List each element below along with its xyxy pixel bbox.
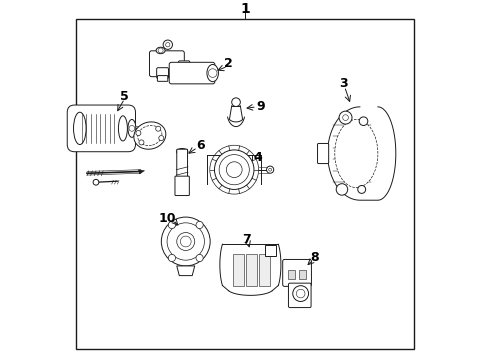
Circle shape [180, 236, 191, 247]
FancyBboxPatch shape [318, 144, 329, 163]
Bar [288, 270, 295, 279]
Polygon shape [177, 266, 195, 276]
Circle shape [156, 126, 161, 131]
Circle shape [358, 185, 366, 193]
Circle shape [136, 131, 141, 136]
Circle shape [163, 40, 172, 49]
Bar [233, 254, 244, 287]
Ellipse shape [138, 126, 162, 145]
Text: 8: 8 [311, 251, 319, 264]
Circle shape [359, 117, 368, 126]
Circle shape [167, 223, 204, 260]
Text: 1: 1 [240, 2, 250, 16]
Circle shape [226, 162, 242, 177]
FancyBboxPatch shape [178, 61, 190, 71]
Circle shape [161, 217, 210, 266]
FancyBboxPatch shape [157, 76, 168, 81]
Circle shape [177, 233, 195, 251]
Text: 6: 6 [196, 139, 204, 152]
Circle shape [158, 48, 163, 53]
FancyArrowPatch shape [139, 170, 145, 174]
Text: 9: 9 [257, 100, 266, 113]
Circle shape [168, 221, 175, 229]
FancyBboxPatch shape [177, 149, 188, 183]
Circle shape [336, 184, 348, 195]
Text: 2: 2 [224, 57, 233, 70]
FancyBboxPatch shape [283, 260, 312, 287]
Bar [299, 270, 306, 279]
Text: 3: 3 [340, 77, 348, 90]
Circle shape [93, 179, 99, 185]
Ellipse shape [128, 120, 136, 138]
Circle shape [139, 140, 144, 145]
Circle shape [267, 166, 274, 173]
Circle shape [269, 168, 271, 171]
Circle shape [208, 69, 217, 77]
Circle shape [166, 42, 170, 47]
Bar [246, 254, 257, 287]
Ellipse shape [176, 148, 188, 155]
Ellipse shape [74, 112, 86, 145]
Circle shape [219, 154, 249, 185]
Text: 10: 10 [159, 212, 176, 225]
Text: 5: 5 [121, 90, 129, 103]
Bar [259, 254, 270, 287]
Circle shape [196, 221, 203, 229]
Polygon shape [265, 245, 275, 256]
Circle shape [215, 150, 254, 189]
Circle shape [159, 136, 164, 141]
Ellipse shape [119, 116, 127, 141]
FancyBboxPatch shape [289, 283, 311, 307]
FancyBboxPatch shape [157, 68, 169, 78]
Circle shape [339, 111, 352, 124]
Circle shape [293, 286, 309, 301]
Text: 7: 7 [243, 233, 251, 246]
Circle shape [232, 98, 240, 107]
Circle shape [196, 255, 203, 262]
FancyBboxPatch shape [169, 62, 215, 84]
FancyBboxPatch shape [149, 51, 184, 77]
Text: 4: 4 [253, 150, 262, 163]
Circle shape [168, 255, 175, 262]
FancyBboxPatch shape [67, 105, 135, 152]
Circle shape [129, 126, 135, 131]
Ellipse shape [156, 47, 165, 54]
Ellipse shape [335, 120, 378, 188]
Circle shape [343, 115, 348, 121]
Circle shape [296, 289, 305, 298]
Ellipse shape [134, 122, 166, 149]
FancyBboxPatch shape [175, 176, 189, 195]
Ellipse shape [207, 64, 219, 82]
